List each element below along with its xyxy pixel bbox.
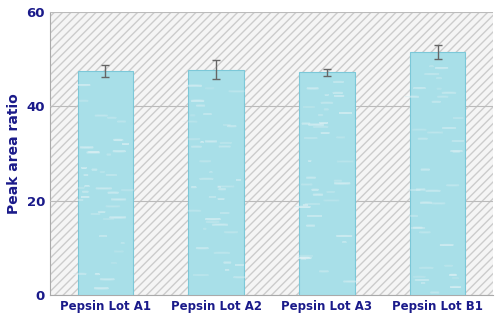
Circle shape bbox=[321, 102, 333, 103]
Circle shape bbox=[333, 92, 343, 93]
Circle shape bbox=[218, 186, 234, 187]
Circle shape bbox=[80, 147, 93, 148]
Circle shape bbox=[192, 146, 202, 147]
Circle shape bbox=[295, 206, 310, 207]
Circle shape bbox=[430, 292, 439, 293]
Circle shape bbox=[193, 275, 208, 276]
Circle shape bbox=[205, 141, 217, 142]
Circle shape bbox=[336, 137, 345, 138]
Circle shape bbox=[424, 74, 439, 75]
Circle shape bbox=[414, 276, 426, 277]
Circle shape bbox=[420, 202, 432, 203]
Circle shape bbox=[426, 190, 440, 191]
Bar bbox=[410, 52, 466, 295]
Circle shape bbox=[404, 96, 419, 97]
Circle shape bbox=[438, 96, 448, 97]
Circle shape bbox=[324, 200, 339, 201]
Circle shape bbox=[440, 244, 454, 245]
Bar bbox=[188, 69, 244, 295]
Y-axis label: Peak area ratio: Peak area ratio bbox=[7, 93, 21, 214]
Circle shape bbox=[182, 121, 197, 122]
Circle shape bbox=[313, 194, 323, 195]
Circle shape bbox=[96, 188, 112, 189]
Circle shape bbox=[432, 101, 440, 102]
Circle shape bbox=[196, 248, 208, 249]
Circle shape bbox=[337, 161, 353, 162]
Circle shape bbox=[334, 180, 342, 181]
Circle shape bbox=[446, 185, 459, 186]
Circle shape bbox=[118, 121, 126, 122]
Circle shape bbox=[110, 217, 126, 218]
Circle shape bbox=[113, 151, 126, 152]
Circle shape bbox=[196, 105, 205, 106]
Circle shape bbox=[111, 199, 126, 200]
Bar bbox=[78, 71, 133, 295]
Circle shape bbox=[320, 271, 328, 272]
Circle shape bbox=[306, 177, 316, 178]
Circle shape bbox=[428, 132, 443, 133]
Circle shape bbox=[412, 129, 426, 130]
Circle shape bbox=[420, 232, 430, 233]
Circle shape bbox=[191, 100, 204, 101]
Circle shape bbox=[108, 192, 118, 193]
Circle shape bbox=[200, 161, 211, 162]
Circle shape bbox=[344, 281, 359, 282]
Circle shape bbox=[219, 146, 230, 147]
Circle shape bbox=[114, 251, 124, 252]
Circle shape bbox=[300, 258, 310, 259]
Circle shape bbox=[186, 210, 201, 211]
Circle shape bbox=[94, 288, 108, 289]
Circle shape bbox=[314, 126, 328, 127]
Bar bbox=[299, 72, 354, 295]
Circle shape bbox=[307, 88, 318, 89]
Circle shape bbox=[212, 224, 228, 225]
Circle shape bbox=[106, 206, 120, 207]
Circle shape bbox=[184, 139, 200, 140]
Circle shape bbox=[206, 88, 214, 89]
Circle shape bbox=[108, 117, 116, 118]
Circle shape bbox=[214, 252, 230, 253]
Circle shape bbox=[416, 189, 425, 190]
Circle shape bbox=[442, 92, 456, 93]
Circle shape bbox=[308, 124, 324, 125]
Circle shape bbox=[432, 203, 445, 204]
Circle shape bbox=[302, 184, 312, 185]
Circle shape bbox=[228, 91, 245, 92]
Circle shape bbox=[421, 169, 430, 170]
Circle shape bbox=[304, 138, 318, 139]
Circle shape bbox=[79, 100, 88, 101]
Circle shape bbox=[100, 279, 114, 280]
Circle shape bbox=[224, 232, 238, 233]
Circle shape bbox=[334, 183, 350, 184]
Circle shape bbox=[186, 85, 202, 86]
Circle shape bbox=[95, 115, 108, 116]
Circle shape bbox=[206, 219, 220, 220]
Circle shape bbox=[306, 225, 315, 226]
Circle shape bbox=[86, 152, 100, 153]
